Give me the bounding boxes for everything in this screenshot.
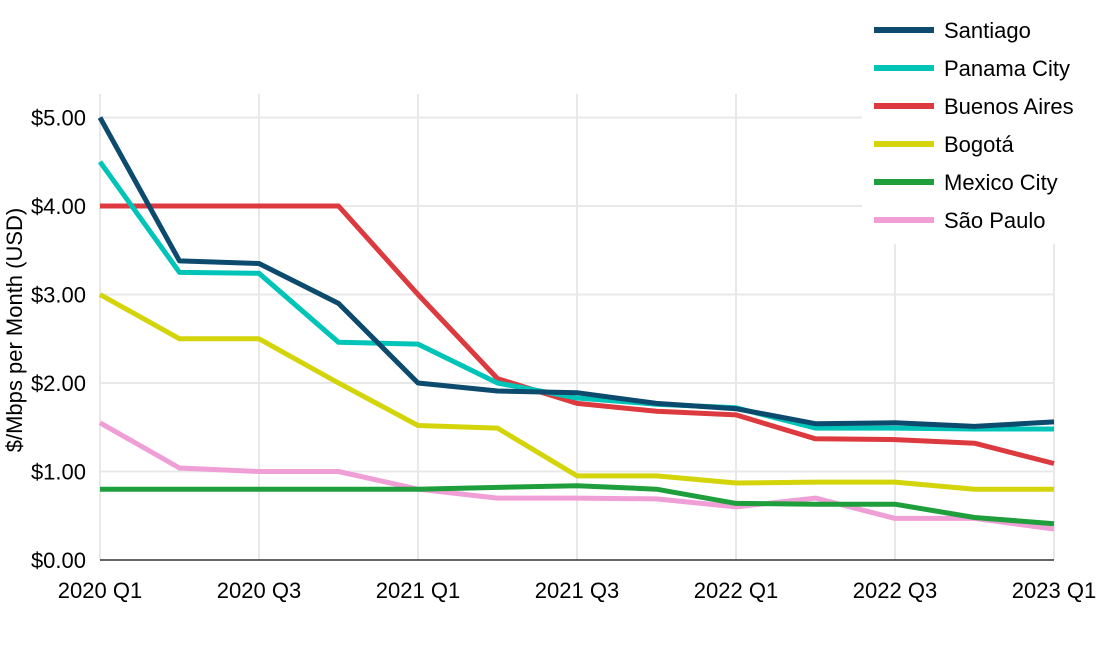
series-lines xyxy=(97,116,1055,532)
y-tick-label: $4.00 xyxy=(31,194,86,219)
y-tick-label: $3.00 xyxy=(31,283,86,308)
legend-label: Buenos Aires xyxy=(944,94,1074,119)
y-tick-label: $0.00 xyxy=(31,548,86,573)
series-line-panama-city xyxy=(97,160,1054,432)
series-line-s-o-paulo xyxy=(98,420,1055,532)
legend-label: Panama City xyxy=(944,56,1070,81)
y-tick-label: $2.00 xyxy=(31,371,86,396)
y-tick-label: $5.00 xyxy=(31,106,86,131)
x-tick-label: 2021 Q3 xyxy=(535,578,619,603)
y-axis-title: $/Mbps per Month (USD) xyxy=(2,208,27,453)
x-tick-label: 2020 Q1 xyxy=(58,578,142,603)
legend-background xyxy=(862,8,1098,244)
x-tick-label: 2022 Q3 xyxy=(853,578,937,603)
series-line-bogot- xyxy=(98,292,1054,492)
legend-label: Bogotá xyxy=(944,132,1014,157)
axes: $0.00 $1.00 $2.00 $3.00 $4.00 $5.00 2020 Q1 202… xyxy=(31,106,1096,604)
x-tick-label: 2020 Q3 xyxy=(217,578,301,603)
series-line-buenos-aires xyxy=(100,203,1055,466)
series-line-mexico-city xyxy=(100,483,1055,527)
series-line-santiago xyxy=(97,116,1055,429)
x-tick-label: 2021 Q1 xyxy=(376,578,460,603)
legend-label: São Paulo xyxy=(944,208,1046,233)
legend-label: Mexico City xyxy=(944,170,1058,195)
legend-label: Santiago xyxy=(944,18,1031,43)
y-tick-label: $1.00 xyxy=(31,460,86,485)
legend: Santiago Panama City Buenos Aires Bogotá Mex… xyxy=(862,8,1098,244)
x-tick-label: 2022 Q1 xyxy=(694,578,778,603)
x-tick-label: 2023 Q1 xyxy=(1012,578,1096,603)
